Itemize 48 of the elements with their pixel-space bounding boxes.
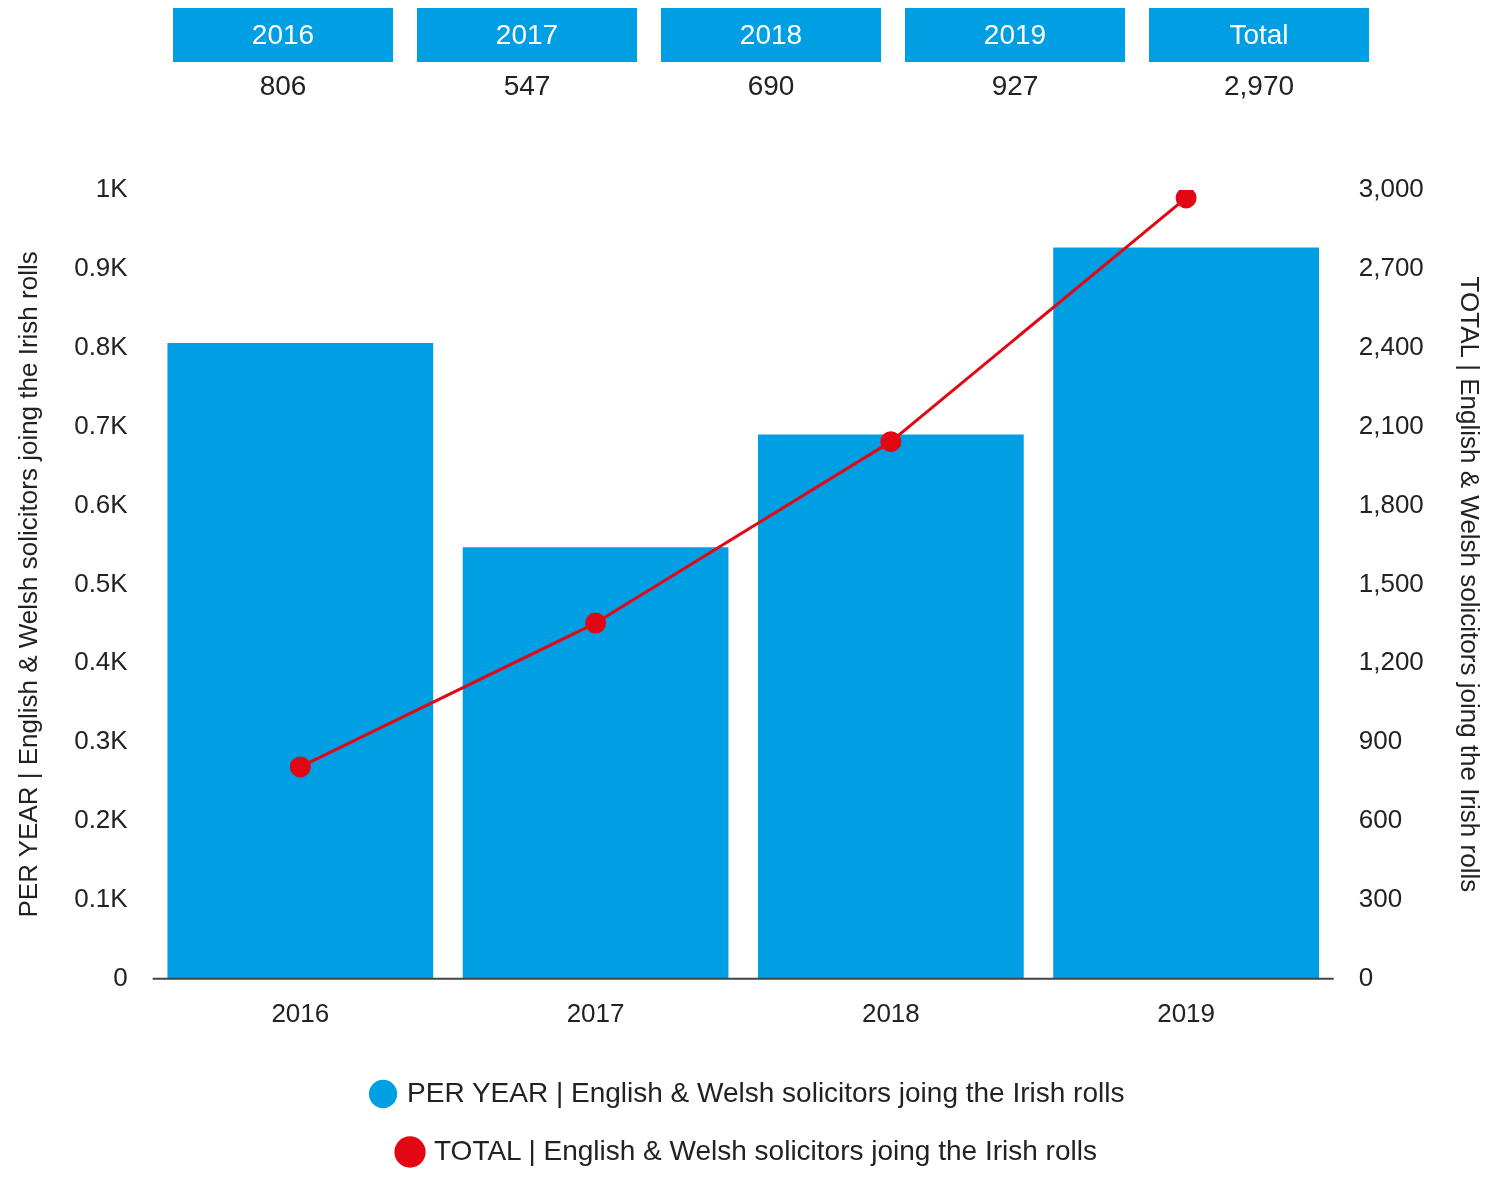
text: 2016	[173, 8, 393, 62]
y-tick-label: 0.9K	[74, 252, 129, 283]
legend-label: PER YEAR | English & Welsh solicitors joing the Irish rolls	[407, 1076, 1125, 1108]
y-tick-label: 1K	[95, 173, 129, 204]
y2-tick-label: 900	[1358, 725, 1403, 756]
y2-tick-label: 2,700	[1358, 252, 1424, 283]
text: 927	[990, 70, 1040, 102]
y-tick-label: 0.1K	[74, 883, 129, 914]
text: 806	[258, 70, 308, 102]
x-tick-label: 2018	[861, 997, 920, 1028]
x-tick-label: 2016	[271, 997, 330, 1028]
text: Total	[1149, 8, 1369, 62]
y-tick-label: 0.7K	[74, 409, 129, 440]
legend-label: TOTAL | English & Welsh solicitors joing the Irish rolls	[434, 1134, 1097, 1166]
point	[289, 756, 311, 778]
y-tick-label: 0.5K	[74, 567, 129, 598]
y-tick-label: 0.8K	[74, 330, 129, 361]
y2-tick-label: 0	[1358, 961, 1374, 992]
y-tick-label: 0.4K	[74, 646, 129, 677]
bar	[167, 343, 434, 979]
y-tick-label: 0.3K	[74, 725, 129, 756]
text: 547	[502, 70, 552, 102]
y2-tick-label: 2,400	[1358, 330, 1424, 361]
text: 2017	[417, 8, 637, 62]
bar	[757, 434, 1024, 979]
text: 690	[746, 70, 796, 102]
point	[880, 431, 902, 453]
text: 2,970	[1222, 70, 1296, 102]
y-tick-label: 0.2K	[74, 804, 129, 835]
bar	[1053, 247, 1319, 979]
text: 2018	[661, 8, 881, 62]
y2-axis-title: TOTAL | English & Welsh solicitors joing the Irish rolls	[1455, 276, 1486, 893]
y2-tick-label: 1,200	[1358, 646, 1424, 677]
y2-tick-label: 600	[1358, 804, 1403, 835]
point	[585, 612, 607, 634]
y2-tick-label: 1,500	[1358, 567, 1424, 598]
x-tick-label: 2019	[1157, 997, 1216, 1028]
text: 2019	[905, 8, 1125, 62]
y2-tick-label: 2,100	[1358, 409, 1424, 440]
y2-tick-label: 3,000	[1358, 173, 1424, 204]
y2-tick-label: 1,800	[1358, 488, 1424, 519]
bar	[462, 547, 729, 979]
y-axis-title: PER YEAR | English & Welsh solicitors joing the Irish rolls	[12, 251, 43, 918]
point	[1175, 190, 1197, 209]
y2-tick-label: 300	[1358, 883, 1403, 914]
y-tick-label: 0	[113, 961, 128, 992]
x-tick-label: 2017	[566, 997, 625, 1028]
y-tick-label: 0.6K	[74, 488, 129, 519]
